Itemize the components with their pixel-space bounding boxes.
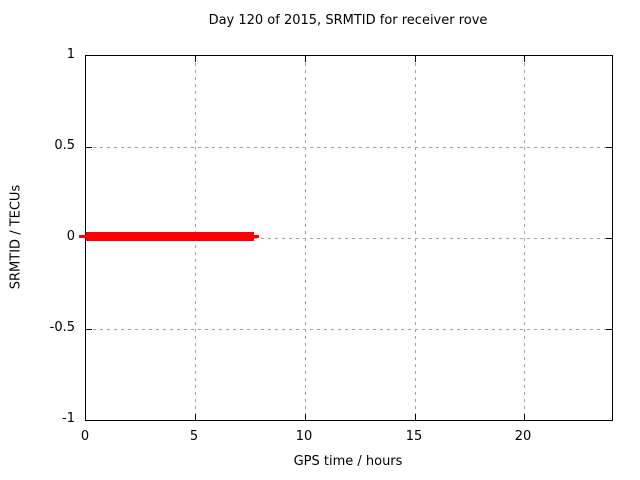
tick-left--0.5 — [86, 329, 92, 330]
tick-right-0 — [606, 238, 612, 239]
tick-top-20 — [524, 56, 525, 62]
gridline-y-0 — [86, 238, 612, 239]
gridline-y-0.5 — [86, 147, 612, 148]
ytick-label-1: 1 — [66, 47, 75, 62]
chart-title: Day 120 of 2015, SRMTID for receiver rov… — [208, 13, 488, 28]
tick-bottom-5 — [195, 414, 196, 420]
y-axis-label: SRMTID / TECUs — [8, 184, 24, 290]
plot-area — [79, 55, 613, 421]
tick-top-5 — [195, 56, 196, 62]
xtick-label-15: 15 — [405, 429, 423, 444]
tick-right-0.5 — [606, 147, 612, 148]
xtick-label-10: 10 — [295, 429, 313, 444]
tick-bottom-20 — [524, 414, 525, 420]
tick-left-0.5 — [86, 147, 92, 148]
tick-top-10 — [305, 56, 306, 62]
tick-bottom-10 — [305, 414, 306, 420]
ytick-label--0.5: -0.5 — [49, 320, 75, 335]
ytick-label-0.5: 0.5 — [54, 138, 75, 153]
ytick-label-0: 0 — [66, 229, 75, 244]
gridline-y--0.5 — [86, 329, 612, 330]
gridline-x-20 — [524, 56, 525, 420]
tick-top-15 — [415, 56, 416, 62]
gridline-x-10 — [305, 56, 306, 420]
gridline-x-15 — [415, 56, 416, 420]
ytick-label--1: -1 — [62, 411, 75, 426]
series-srmtid-line — [86, 232, 254, 241]
xtick-label-0: 0 — [80, 429, 90, 444]
tick-bottom-15 — [415, 414, 416, 420]
tick-right--0.5 — [606, 329, 612, 330]
xtick-label-20: 20 — [514, 429, 532, 444]
x-axis-label: GPS time / hours — [293, 454, 403, 469]
xtick-label-5: 5 — [189, 429, 199, 444]
